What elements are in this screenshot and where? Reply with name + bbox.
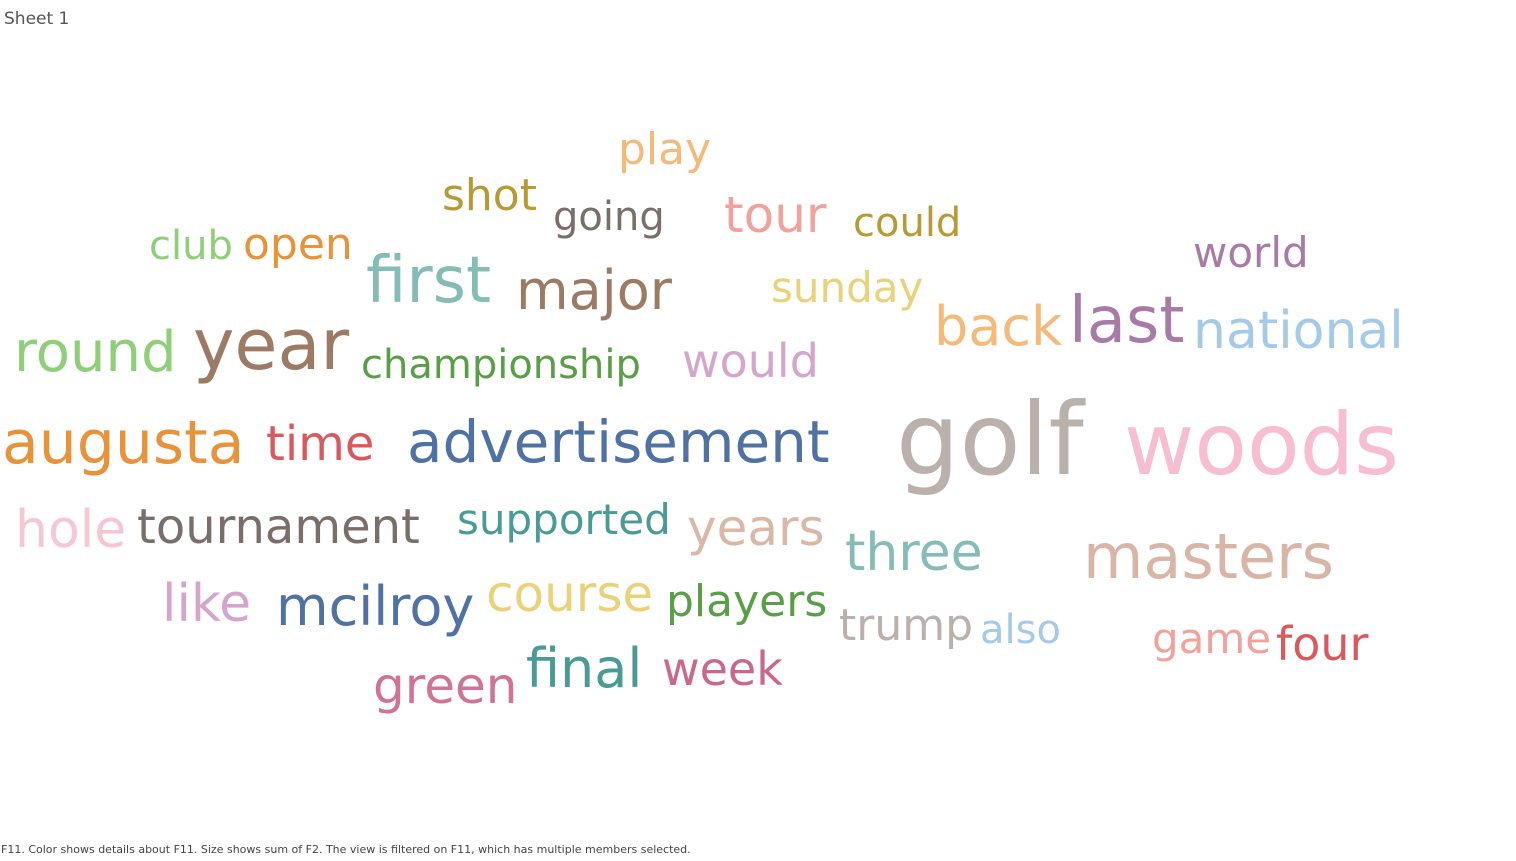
word-major[interactable]: major	[516, 259, 673, 322]
word-years[interactable]: years	[687, 499, 825, 557]
word-golf[interactable]: golf	[896, 381, 1086, 498]
word-trump[interactable]: trump	[839, 600, 973, 651]
word-last[interactable]: last	[1069, 284, 1184, 358]
word-world[interactable]: world	[1193, 228, 1309, 277]
word-tour[interactable]: tour	[724, 186, 827, 244]
word-also[interactable]: also	[980, 607, 1061, 653]
word-week[interactable]: week	[662, 642, 783, 696]
word-four[interactable]: four	[1276, 617, 1368, 671]
word-advertisement[interactable]: advertisement	[407, 408, 830, 476]
word-players[interactable]: players	[666, 576, 827, 627]
word-sunday[interactable]: sunday	[771, 263, 923, 312]
word-supported[interactable]: supported	[457, 495, 671, 544]
word-round[interactable]: round	[14, 320, 177, 385]
word-could[interactable]: could	[853, 200, 961, 246]
word-masters[interactable]: masters	[1083, 520, 1334, 593]
sheet-title: Sheet 1	[4, 9, 70, 29]
word-first[interactable]: first	[366, 244, 491, 318]
word-open[interactable]: open	[243, 219, 353, 270]
word-hole[interactable]: hole	[15, 500, 126, 560]
word-final[interactable]: final	[526, 637, 642, 700]
word-game[interactable]: game	[1152, 614, 1271, 663]
word-back[interactable]: back	[934, 295, 1063, 358]
word-green[interactable]: green	[373, 657, 517, 715]
word-going[interactable]: going	[553, 194, 665, 240]
word-three[interactable]: three	[845, 523, 983, 583]
word-time[interactable]: time	[266, 416, 374, 472]
word-woods[interactable]: woods	[1124, 395, 1399, 495]
word-augusta[interactable]: augusta	[2, 408, 244, 478]
word-club[interactable]: club	[149, 223, 233, 269]
word-national[interactable]: national	[1193, 301, 1404, 361]
word-year[interactable]: year	[193, 304, 349, 386]
word-shot[interactable]: shot	[442, 170, 537, 221]
view-caption: F11. Color shows details about F11. Size…	[1, 843, 691, 856]
word-course[interactable]: course	[486, 565, 653, 623]
word-would[interactable]: would	[682, 334, 819, 388]
word-mcilroy[interactable]: mcilroy	[276, 575, 474, 638]
word-championship[interactable]: championship	[361, 342, 641, 388]
word-play[interactable]: play	[618, 124, 711, 175]
word-like[interactable]: like	[162, 574, 251, 634]
word-tournament[interactable]: tournament	[137, 499, 420, 555]
